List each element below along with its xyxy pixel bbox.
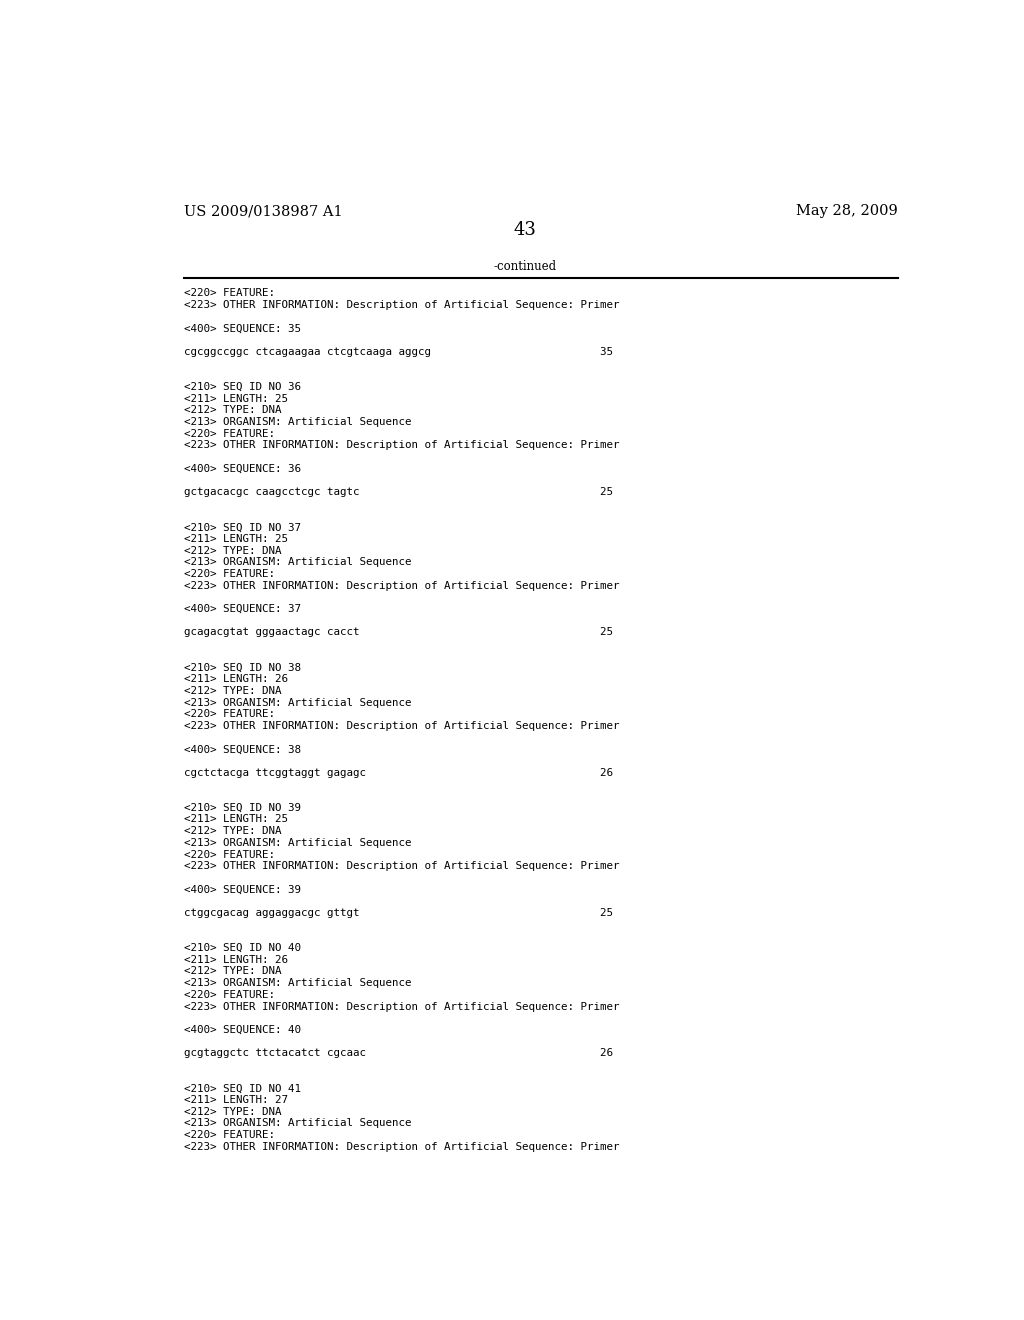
Text: <210> SEQ ID NO 37: <210> SEQ ID NO 37 xyxy=(183,523,301,532)
Text: <213> ORGANISM: Artificial Sequence: <213> ORGANISM: Artificial Sequence xyxy=(183,978,411,989)
Text: <400> SEQUENCE: 38: <400> SEQUENCE: 38 xyxy=(183,744,301,754)
Text: <212> TYPE: DNA: <212> TYPE: DNA xyxy=(183,545,281,556)
Text: <210> SEQ ID NO 36: <210> SEQ ID NO 36 xyxy=(183,381,301,392)
Text: <211> LENGTH: 26: <211> LENGTH: 26 xyxy=(183,954,288,965)
Text: <212> TYPE: DNA: <212> TYPE: DNA xyxy=(183,1106,281,1117)
Text: <213> ORGANISM: Artificial Sequence: <213> ORGANISM: Artificial Sequence xyxy=(183,838,411,847)
Text: <210> SEQ ID NO 41: <210> SEQ ID NO 41 xyxy=(183,1084,301,1093)
Text: <212> TYPE: DNA: <212> TYPE: DNA xyxy=(183,686,281,696)
Text: <213> ORGANISM: Artificial Sequence: <213> ORGANISM: Artificial Sequence xyxy=(183,557,411,568)
Text: <223> OTHER INFORMATION: Description of Artificial Sequence: Primer: <223> OTHER INFORMATION: Description of … xyxy=(183,721,620,731)
Text: <211> LENGTH: 26: <211> LENGTH: 26 xyxy=(183,675,288,684)
Text: -continued: -continued xyxy=(494,260,556,273)
Text: <223> OTHER INFORMATION: Description of Artificial Sequence: Primer: <223> OTHER INFORMATION: Description of … xyxy=(183,581,620,591)
Text: <213> ORGANISM: Artificial Sequence: <213> ORGANISM: Artificial Sequence xyxy=(183,1118,411,1129)
Text: <212> TYPE: DNA: <212> TYPE: DNA xyxy=(183,966,281,977)
Text: <400> SEQUENCE: 39: <400> SEQUENCE: 39 xyxy=(183,884,301,895)
Text: <220> FEATURE:: <220> FEATURE: xyxy=(183,850,274,859)
Text: <212> TYPE: DNA: <212> TYPE: DNA xyxy=(183,405,281,416)
Text: gctgacacgc caagcctcgc tagtc                                     25: gctgacacgc caagcctcgc tagtc 25 xyxy=(183,487,612,498)
Text: <220> FEATURE:: <220> FEATURE: xyxy=(183,1130,274,1140)
Text: <400> SEQUENCE: 35: <400> SEQUENCE: 35 xyxy=(183,323,301,334)
Text: ctggcgacag aggaggacgc gttgt                                     25: ctggcgacag aggaggacgc gttgt 25 xyxy=(183,908,612,917)
Text: <220> FEATURE:: <220> FEATURE: xyxy=(183,709,274,719)
Text: gcgtaggctc ttctacatct cgcaac                                    26: gcgtaggctc ttctacatct cgcaac 26 xyxy=(183,1048,612,1059)
Text: <211> LENGTH: 27: <211> LENGTH: 27 xyxy=(183,1096,288,1105)
Text: May 28, 2009: May 28, 2009 xyxy=(796,205,898,218)
Text: <220> FEATURE:: <220> FEATURE: xyxy=(183,990,274,999)
Text: <223> OTHER INFORMATION: Description of Artificial Sequence: Primer: <223> OTHER INFORMATION: Description of … xyxy=(183,441,620,450)
Text: <223> OTHER INFORMATION: Description of Artificial Sequence: Primer: <223> OTHER INFORMATION: Description of … xyxy=(183,861,620,871)
Text: gcagacgtat gggaactagc cacct                                     25: gcagacgtat gggaactagc cacct 25 xyxy=(183,627,612,638)
Text: <210> SEQ ID NO 40: <210> SEQ ID NO 40 xyxy=(183,942,301,953)
Text: <400> SEQUENCE: 40: <400> SEQUENCE: 40 xyxy=(183,1024,301,1035)
Text: <220> FEATURE:: <220> FEATURE: xyxy=(183,289,274,298)
Text: <211> LENGTH: 25: <211> LENGTH: 25 xyxy=(183,814,288,825)
Text: <212> TYPE: DNA: <212> TYPE: DNA xyxy=(183,826,281,836)
Text: 43: 43 xyxy=(513,222,537,239)
Text: <211> LENGTH: 25: <211> LENGTH: 25 xyxy=(183,535,288,544)
Text: cgctctacga ttcggtaggt gagagc                                    26: cgctctacga ttcggtaggt gagagc 26 xyxy=(183,768,612,777)
Text: US 2009/0138987 A1: US 2009/0138987 A1 xyxy=(183,205,342,218)
Text: <220> FEATURE:: <220> FEATURE: xyxy=(183,429,274,438)
Text: <213> ORGANISM: Artificial Sequence: <213> ORGANISM: Artificial Sequence xyxy=(183,697,411,708)
Text: <213> ORGANISM: Artificial Sequence: <213> ORGANISM: Artificial Sequence xyxy=(183,417,411,428)
Text: <400> SEQUENCE: 36: <400> SEQUENCE: 36 xyxy=(183,463,301,474)
Text: <223> OTHER INFORMATION: Description of Artificial Sequence: Primer: <223> OTHER INFORMATION: Description of … xyxy=(183,1142,620,1152)
Text: <211> LENGTH: 25: <211> LENGTH: 25 xyxy=(183,393,288,404)
Text: <210> SEQ ID NO 38: <210> SEQ ID NO 38 xyxy=(183,663,301,672)
Text: <220> FEATURE:: <220> FEATURE: xyxy=(183,569,274,579)
Text: <400> SEQUENCE: 37: <400> SEQUENCE: 37 xyxy=(183,605,301,614)
Text: <223> OTHER INFORMATION: Description of Artificial Sequence: Primer: <223> OTHER INFORMATION: Description of … xyxy=(183,300,620,310)
Text: <210> SEQ ID NO 39: <210> SEQ ID NO 39 xyxy=(183,803,301,813)
Text: <223> OTHER INFORMATION: Description of Artificial Sequence: Primer: <223> OTHER INFORMATION: Description of … xyxy=(183,1002,620,1011)
Text: cgcggccggc ctcagaagaa ctcgtcaaga aggcg                          35: cgcggccggc ctcagaagaa ctcgtcaaga aggcg 3… xyxy=(183,347,612,356)
